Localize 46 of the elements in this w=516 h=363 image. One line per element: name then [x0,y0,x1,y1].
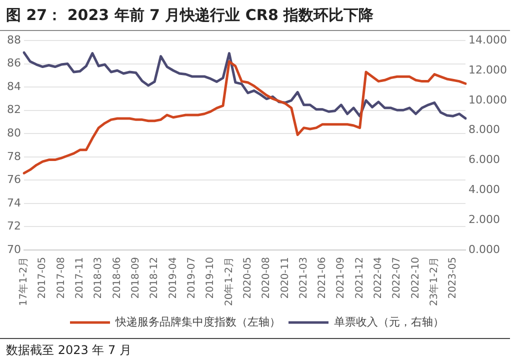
y-tick-label: 80 [6,126,21,140]
chart-title: 图 27： 2023 年前 7 月快递行业 CR8 指数环比下降 [0,0,510,31]
y-tick-label: 82 [6,103,21,116]
x-tick-label: 2021-03 [298,256,310,299]
x-tick-label: 2017-08 [56,256,67,299]
x-tick-label: 2021-12 [354,256,366,299]
y-tick-label: 84 [6,80,21,93]
legend-label: 单票收入（元，右轴） [334,315,444,328]
y2-tick-label: 4.000 [468,182,500,196]
y2-tick-label: 10.000 [468,93,508,106]
x-tick-label: 2018-09 [130,256,142,299]
x-tick-label: 2017-11 [74,256,86,299]
y-tick-label: 72 [6,220,21,233]
legend-label: 快递服务品牌集中度指数（左轴） [114,315,280,328]
y2-tick-label: 0.000 [468,242,500,256]
x-tick-label: 2020-05 [242,256,254,299]
x-tick-label: 2021-06 [317,256,328,299]
y2-tick-label: 6.000 [468,153,500,166]
y2-tick-label: 8.000 [468,123,500,136]
y-tick-label: 76 [6,173,21,186]
x-tick-label: 2017-05 [37,256,48,299]
text: 数据截至 2023 年 7 月 [0,338,510,362]
x-tick-label: 2022-04 [373,256,384,299]
x-tick-label: 2019-10 [205,256,216,299]
x-tick-label: 2018-06 [112,256,123,299]
x-tick-label: 2019-07 [186,256,198,299]
x-tick-label: 2018-12 [149,256,160,299]
x-tick-label: 2020-11 [280,256,291,299]
y-tick-label: 78 [6,150,21,163]
x-tick-label: 2022-07 [392,256,403,299]
y2-tick-label: 12.000 [468,63,508,76]
y2-tick-label: 2.000 [468,212,500,226]
y2-tick-label: 14.000 [468,33,508,46]
x-tick-label: 23年1-2月 [428,256,440,306]
x-tick-label: 20年1-2月 [222,256,235,306]
y-tick-label: 88 [6,33,21,46]
y-tick-label: 74 [6,196,21,210]
x-tick-label: 2023-05 [448,256,459,299]
x-tick-label: 2018-03 [93,256,104,299]
y-tick-label: 70 [6,242,21,256]
x-tick-label: 2022-10 [410,256,422,299]
x-tick-label: 2019-04 [168,256,179,299]
x-tick-label: 17年1-2月 [18,256,30,306]
x-tick-label: 2020-08 [261,256,272,299]
y-tick-label: 86 [6,56,21,70]
x-tick-label: 2021-09 [336,256,347,299]
